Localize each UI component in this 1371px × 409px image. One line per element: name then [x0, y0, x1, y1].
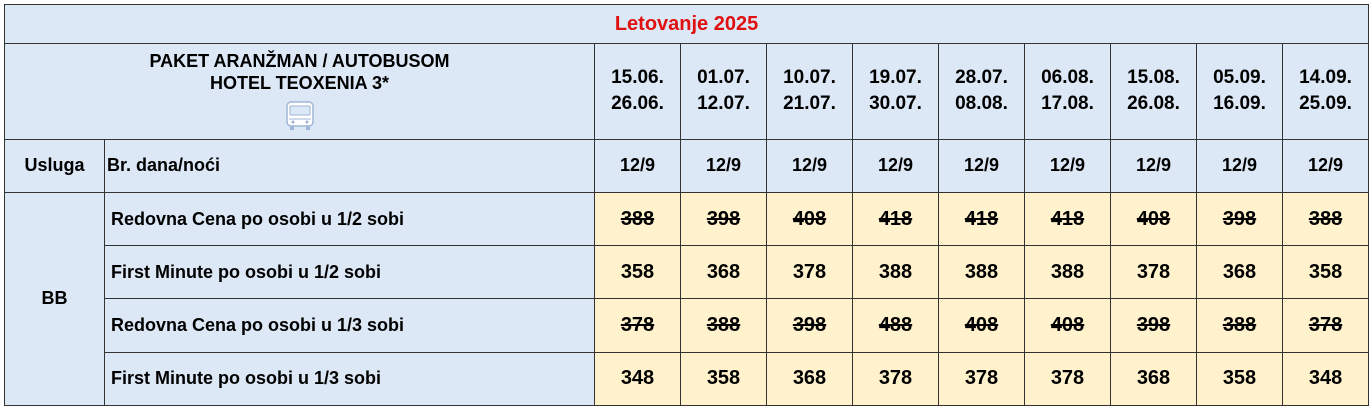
first-minute-price-cell: 348 [594, 351, 681, 407]
nights-label: Br. dana/noći [104, 138, 595, 193]
first-minute-price-cell: 368 [1110, 351, 1197, 407]
package-type: PAKET ARANŽMAN / AUTOBUSOM [149, 51, 450, 72]
board-type: BB [4, 191, 105, 407]
first-minute-price-cell: 368 [1196, 245, 1283, 300]
row-label: Redovna Cena po osobi u 1/2 sobi [104, 191, 595, 247]
period-start: 15.06. [611, 67, 664, 89]
nights-cell: 12/9 [766, 138, 853, 193]
first-minute-price-cell: 388 [1024, 245, 1111, 300]
price-row: BB Redovna Cena po osobi u 1/2 sobi 388 398… [4, 191, 1370, 407]
row-label: First Minute po osobi u 1/2 sobi [104, 245, 595, 300]
regular-price-cell: 408 [1024, 298, 1111, 353]
regular-price-cell: 418 [938, 191, 1025, 247]
regular-price-cell: 388 [594, 191, 681, 247]
nights-cell: 12/9 [1281, 138, 1370, 193]
regular-price-cell: 408 [766, 191, 853, 247]
nights-row: Usluga Br. dana/noći 12/9 12/9 12/9 12/9 12/… [4, 138, 1370, 193]
bus-icon [285, 101, 314, 131]
period-end: 21.07. [783, 93, 836, 115]
period-start: 15.08. [1127, 67, 1180, 89]
period-end: 16.09. [1213, 93, 1266, 115]
period-cell: 14.09. 25.09. [1281, 43, 1370, 140]
period-start: 05.09. [1213, 67, 1266, 89]
regular-price-cell: 388 [1196, 298, 1283, 353]
row-label: Redovna Cena po osobi u 1/3 sobi [104, 298, 595, 353]
period-cell: 10.07. 21.07. [766, 43, 853, 140]
period-start: 19.07. [869, 67, 922, 89]
price-row: First Minute po osobi u 1/2 sobi 358 368 37… [5, 245, 1370, 300]
regular-price-cell: 418 [852, 191, 939, 247]
regular-price-cell: 398 [766, 298, 853, 353]
period-start: 01.07. [697, 67, 750, 89]
regular-price-cell: 488 [852, 298, 939, 353]
package-header: PAKET ARANŽMAN / AUTOBUSOM HOTEL TEOXENI… [4, 43, 595, 140]
first-minute-price-cell: 388 [852, 245, 939, 300]
header-row: PAKET ARANŽMAN / AUTOBUSOM HOTEL TEOXENI… [4, 43, 1370, 140]
nights-cell: 12/9 [1110, 138, 1197, 193]
regular-price-cell: 398 [680, 191, 767, 247]
first-minute-price-cell: 348 [1281, 351, 1370, 407]
price-table: Letovanje 2025 PAKET ARANŽMAN / AUTOBUSO… [3, 3, 1370, 407]
first-minute-price-cell: 378 [1024, 351, 1111, 407]
period-start: 06.08. [1041, 67, 1094, 89]
first-minute-price-cell: 378 [852, 351, 939, 407]
regular-price-cell: 398 [1110, 298, 1197, 353]
period-end: 26.08. [1127, 93, 1180, 115]
regular-price-cell: 408 [1110, 191, 1197, 247]
nights-cell: 12/9 [1024, 138, 1111, 193]
first-minute-price-cell: 358 [680, 351, 767, 407]
first-minute-price-cell: 358 [594, 245, 681, 300]
nights-cell: 12/9 [938, 138, 1025, 193]
nights-cell: 12/9 [594, 138, 681, 193]
first-minute-price-cell: 378 [938, 351, 1025, 407]
regular-price-cell: 418 [1024, 191, 1111, 247]
price-row: First Minute po osobi u 1/3 sobi 348 358 36… [5, 351, 1370, 407]
nights-cell: 12/9 [680, 138, 767, 193]
first-minute-price-cell: 358 [1281, 245, 1370, 300]
title-row: Letovanje 2025 [3, 3, 1370, 45]
table-title: Letovanje 2025 [3, 3, 1370, 45]
period-start: 10.07. [783, 67, 836, 89]
period-end: 17.08. [1041, 93, 1094, 115]
period-cell: 15.06. 26.06. [594, 43, 681, 140]
period-end: 30.07. [869, 93, 922, 115]
first-minute-price-cell: 388 [938, 245, 1025, 300]
period-end: 08.08. [955, 93, 1008, 115]
regular-price-cell: 398 [1196, 191, 1283, 247]
nights-cell: 12/9 [1196, 138, 1283, 193]
period-cell: 06.08. 17.08. [1024, 43, 1111, 140]
period-end: 25.09. [1299, 93, 1352, 115]
first-minute-price-cell: 358 [1196, 351, 1283, 407]
first-minute-price-cell: 378 [766, 245, 853, 300]
period-cell: 15.08. 26.08. [1110, 43, 1197, 140]
period-cell: 19.07. 30.07. [852, 43, 939, 140]
period-cell: 28.07. 08.08. [938, 43, 1025, 140]
regular-price-cell: 378 [1281, 298, 1370, 353]
regular-price-cell: 388 [680, 298, 767, 353]
period-end: 12.07. [697, 93, 750, 115]
first-minute-price-cell: 378 [1110, 245, 1197, 300]
regular-price-cell: 408 [938, 298, 1025, 353]
period-start: 14.09. [1299, 67, 1352, 89]
row-label: First Minute po osobi u 1/3 sobi [104, 351, 595, 407]
nights-cell: 12/9 [852, 138, 939, 193]
period-cell: 05.09. 16.09. [1196, 43, 1283, 140]
price-row: Redovna Cena po osobi u 1/3 sobi 378 388 39… [5, 298, 1370, 353]
service-label: Usluga [4, 138, 105, 193]
regular-price-cell: 388 [1281, 191, 1370, 247]
period-cell: 01.07. 12.07. [680, 43, 767, 140]
first-minute-price-cell: 368 [766, 351, 853, 407]
period-start: 28.07. [955, 67, 1008, 89]
regular-price-cell: 378 [594, 298, 681, 353]
period-end: 26.06. [611, 93, 664, 115]
hotel-name: HOTEL TEOXENIA 3* [209, 73, 390, 94]
first-minute-price-cell: 368 [680, 245, 767, 300]
